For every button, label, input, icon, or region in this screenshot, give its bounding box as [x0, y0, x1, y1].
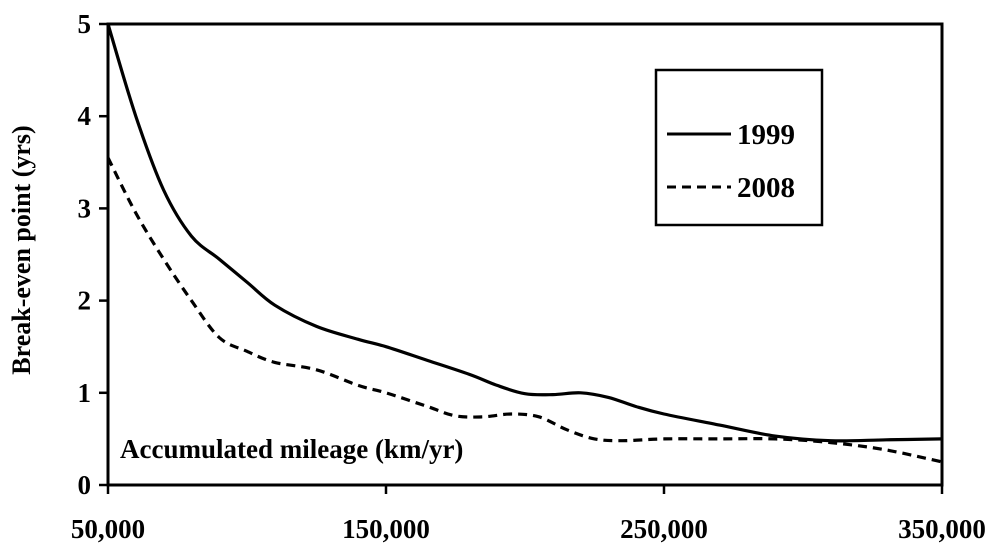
series-line-2008 — [106, 156, 943, 464]
x-axis-annotation: Accumulated mileage (km/yr) — [120, 434, 463, 464]
y-tick-label: 5 — [78, 9, 92, 39]
legend: 1999 2008 — [654, 68, 824, 227]
series-layer — [106, 23, 943, 464]
legend-label-1999: 1999 — [737, 119, 795, 151]
y-tick-label: 3 — [78, 193, 92, 223]
y-tick-label: 4 — [78, 101, 92, 131]
plot-frame — [106, 22, 944, 487]
x-tick-label: 50,000 — [71, 514, 145, 544]
y-tick-label: 2 — [78, 286, 92, 316]
x-tick-label: 350,000 — [898, 514, 986, 544]
y-axis-label: Break-even point (yrs) — [7, 125, 36, 374]
legend-label-2008: 2008 — [737, 172, 795, 204]
x-tick-label: 250,000 — [620, 514, 708, 544]
x-axis-ticks: 50,000 150,000 250,000 350,000 — [71, 485, 986, 544]
legend-box — [654, 68, 824, 227]
series-line-1999 — [106, 23, 943, 443]
x-tick-label: 150,000 — [342, 514, 430, 544]
y-tick-label: 1 — [78, 378, 92, 408]
y-axis-ticks: 0 1 2 3 4 5 — [78, 9, 108, 500]
y-tick-label: 0 — [78, 470, 92, 500]
